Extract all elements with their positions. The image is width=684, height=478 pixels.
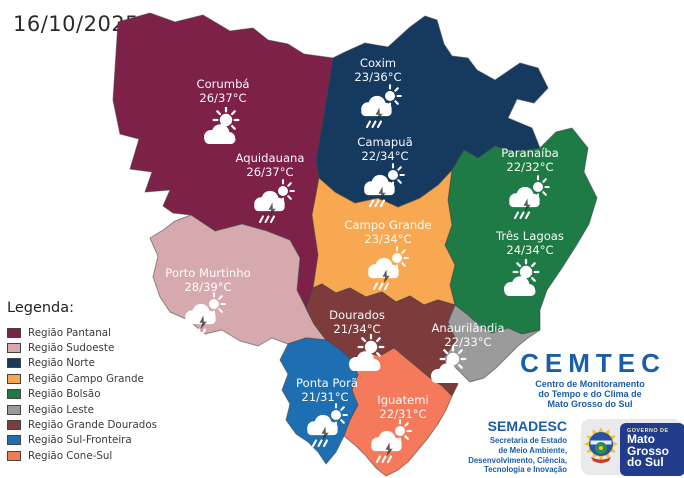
svg-text:Coxim: Coxim: [360, 56, 396, 70]
station-ponta-pora: Ponta Porã 21/31°C: [296, 376, 358, 448]
region-leste[interactable]: [443, 304, 541, 383]
semadesc-title: SEMADESC: [487, 418, 567, 434]
legend-swatch: [7, 373, 21, 384]
legend-swatch: [7, 343, 21, 354]
svg-text:Porto Murtinho: Porto Murtinho: [165, 266, 250, 280]
legend-swatch: [7, 404, 21, 415]
semadesc-description: Secretaria de Estado de Meio Ambiente, D…: [468, 436, 567, 475]
svg-text:28/39°C: 28/39°C: [184, 280, 231, 294]
svg-text:21/34°C: 21/34°C: [333, 322, 380, 336]
svg-text:23/34°C: 23/34°C: [364, 232, 411, 246]
stations: Corumbá 26/37°C Aquidauana 26/37°C Coxim…: [165, 56, 564, 464]
legend-label: Região Campo Grande: [28, 372, 144, 385]
station-iguatemi: Iguatemi 22/31°C: [370, 393, 429, 464]
legend-item-sudoeste: Região Sudoeste: [7, 340, 157, 355]
svg-text:Dourados: Dourados: [329, 308, 385, 322]
svg-text:Aquidauana: Aquidauana: [235, 151, 304, 165]
legend-swatch: [7, 450, 21, 461]
legend-label: Região Cone-Sul: [28, 449, 113, 462]
legend-item-cone-sul: Região Cone-Sul: [7, 448, 157, 463]
svg-text:Ponta Porã: Ponta Porã: [296, 376, 358, 390]
legend-label: Região Grande Dourados: [28, 419, 157, 432]
legend-label: Região Sul-Fronteira: [28, 434, 132, 447]
station-corumba: Corumbá 26/37°C: [196, 77, 250, 146]
governo-ms-badge: GOVERNO DE Mato Grosso do Sul: [581, 419, 684, 476]
cemtec-description: Centro de Monitoramento do Tempo e do Cl…: [535, 379, 645, 410]
svg-text:24/34°C: 24/34°C: [506, 243, 553, 257]
svg-text:26/37°C: 26/37°C: [199, 91, 246, 105]
station-tres-lagoas: Três Lagoas 24/34°C: [495, 229, 564, 298]
legend-item-campo-grande: Região Campo Grande: [7, 371, 157, 386]
station-camapua: Camapuã 22/34°C: [357, 135, 413, 208]
svg-text:22/33°C: 22/33°C: [444, 335, 491, 349]
legend-swatch: [7, 435, 21, 446]
legend-item-bolsao: Região Bolsão: [7, 387, 157, 402]
station-coxim: Coxim 23/36°C: [354, 56, 402, 129]
legend-title: Legenda:: [7, 300, 75, 316]
legend-item-leste: Região Leste: [7, 402, 157, 417]
legend-swatch: [7, 389, 21, 400]
svg-text:Camapuã: Camapuã: [357, 135, 412, 149]
legend-label: Região Bolsão: [28, 388, 101, 401]
svg-text:Paranaíba: Paranaíba: [501, 146, 559, 160]
legend-swatch: [7, 327, 21, 338]
region-sul-fronteira[interactable]: [279, 337, 359, 465]
ms-coat-of-arms-icon: [584, 427, 618, 463]
svg-text:21/31°C: 21/31°C: [301, 390, 348, 404]
svg-text:Anaurilândia: Anaurilândia: [431, 321, 504, 335]
legend-item-pantanal: Região Pantanal: [7, 325, 157, 340]
station-anaurilandia: Anaurilândia 22/33°C: [429, 321, 505, 385]
station-porto-murtinho: Porto Murtinho 28/39°C: [165, 266, 251, 337]
svg-text:22/32°C: 22/32°C: [506, 160, 553, 174]
svg-text:Três Lagoas: Três Lagoas: [495, 229, 564, 243]
region-cone-sul[interactable]: [343, 347, 453, 477]
legend-label: Região Sudoeste: [28, 342, 115, 355]
legend: Legenda: Região Pantanal Região Sudoeste…: [7, 300, 157, 464]
cemtec-logo: CEMTEC Centro de Monitoramento do Tempo …: [506, 350, 674, 410]
governo-text-box: GOVERNO DE Mato Grosso do Sul: [620, 423, 684, 476]
legend-swatch: [7, 420, 21, 431]
svg-text:Campo Grande: Campo Grande: [344, 218, 431, 232]
legend-label: Região Pantanal: [28, 326, 111, 339]
station-aquidauana: Aquidauana 26/37°C: [235, 151, 305, 224]
svg-text:23/36°C: 23/36°C: [354, 70, 401, 84]
legend-item-grande-dourados: Região Grande Dourados: [7, 417, 157, 432]
semadesc-logo: SEMADESC Secretaria de Estado de Meio Am…: [468, 419, 567, 475]
station-campo-grande: Campo Grande 23/34°C: [344, 218, 432, 291]
svg-text:26/37°C: 26/37°C: [246, 165, 293, 179]
station-dourados: Dourados 21/34°C: [329, 308, 385, 373]
svg-text:22/34°C: 22/34°C: [361, 149, 408, 163]
svg-text:Iguatemi: Iguatemi: [377, 393, 428, 407]
legend-swatch: [7, 358, 21, 369]
svg-text:22/31°C: 22/31°C: [379, 407, 426, 421]
svg-text:Corumbá: Corumbá: [196, 77, 249, 91]
cemtec-title: CEMTEC: [520, 348, 666, 378]
legend-label: Região Norte: [28, 357, 95, 370]
legend-label: Região Leste: [28, 403, 94, 416]
governo-label: GOVERNO DE: [627, 428, 669, 434]
station-paranaiba: Paranaíba 22/32°C: [501, 146, 559, 220]
legend-item-sul-fronteira: Região Sul-Fronteira: [7, 433, 157, 448]
legend-item-norte: Região Norte: [7, 356, 157, 371]
